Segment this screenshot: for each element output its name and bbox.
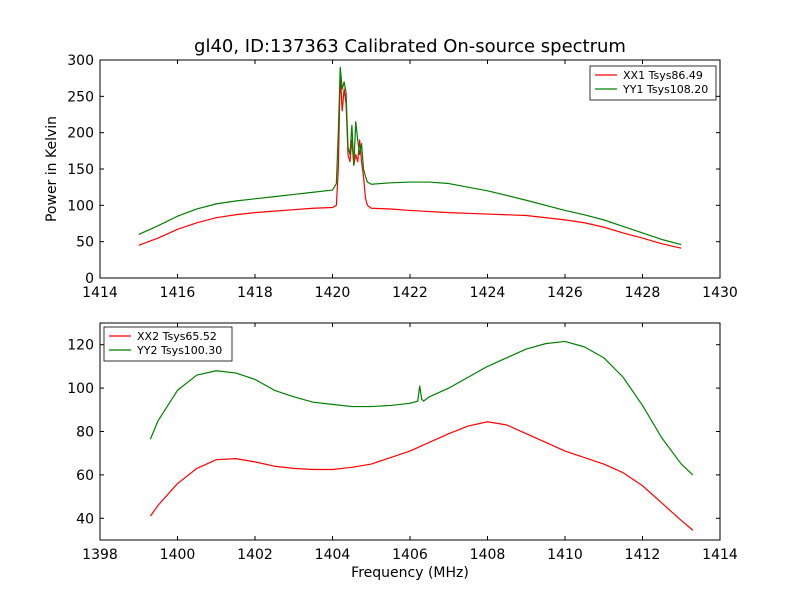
legend-label: XX1 Tsys86.49 — [623, 69, 703, 82]
x-tick-label: 1420 — [315, 285, 351, 301]
legend-label: YY2 Tsys100.30 — [136, 344, 222, 357]
y-tick-label: 80 — [76, 425, 94, 441]
y-tick-label: 40 — [76, 511, 94, 527]
y-tick-label: 100 — [67, 198, 94, 214]
x-axis-label: Frequency (MHz) — [351, 565, 469, 581]
x-tick-label: 1426 — [547, 285, 583, 301]
upper-chart: 1414 1416 1418 1420 1422 1424 1426 1428 1430 0 50 1… — [44, 53, 738, 301]
y-tick-label: 100 — [67, 381, 94, 397]
y-axis-label: Power in Kelvin — [44, 116, 60, 222]
y-tick-label: 120 — [67, 338, 94, 354]
y-tick-label: 150 — [67, 162, 94, 178]
legend-label: YY1 Tsys108.20 — [622, 83, 708, 96]
legend-box — [589, 65, 717, 101]
y-tick-label: 60 — [76, 468, 94, 484]
y-tick-label: 250 — [67, 89, 94, 105]
x-tick-label: 1398 — [82, 547, 118, 563]
x-tick-label: 1428 — [625, 285, 661, 301]
x-tick-label: 1402 — [237, 547, 273, 563]
series-line-2 — [149, 340, 694, 476]
x-tick-label: 1416 — [160, 285, 196, 301]
y-tick-label: 200 — [67, 126, 94, 142]
x-tick-label: 1418 — [237, 285, 273, 301]
y-tick-label: 300 — [67, 53, 94, 69]
legend-label: XX2 Tsys65.52 — [137, 330, 217, 343]
x-tick-label: 1400 — [160, 547, 196, 563]
x-tick-label: 1430 — [702, 285, 738, 301]
x-tick-label: 1410 — [547, 547, 583, 563]
x-tick-label: 1412 — [625, 547, 661, 563]
x-tick-label: 1404 — [315, 547, 351, 563]
y-tick-label: 0 — [85, 271, 94, 287]
y-tick-label: 50 — [76, 235, 94, 251]
x-tick-label: 1414 — [82, 285, 118, 301]
x-tick-label: 1408 — [470, 547, 506, 563]
legend-box — [103, 326, 233, 362]
x-tick-label: 1424 — [470, 285, 506, 301]
plot-frame — [99, 322, 721, 541]
x-tick-label: 1406 — [392, 547, 428, 563]
lower-chart: 1398 1400 1402 1404 1406 1408 1410 1412 1414 40 60… — [67, 322, 738, 563]
x-tick-label: 1414 — [702, 547, 738, 563]
chart-title: gl40, ID:137363 Calibrated On-source spe… — [194, 36, 626, 57]
x-tick-label: 1422 — [392, 285, 428, 301]
series-line-1 — [149, 421, 694, 531]
plot-frame — [99, 59, 721, 279]
series-line-2 — [138, 66, 682, 246]
